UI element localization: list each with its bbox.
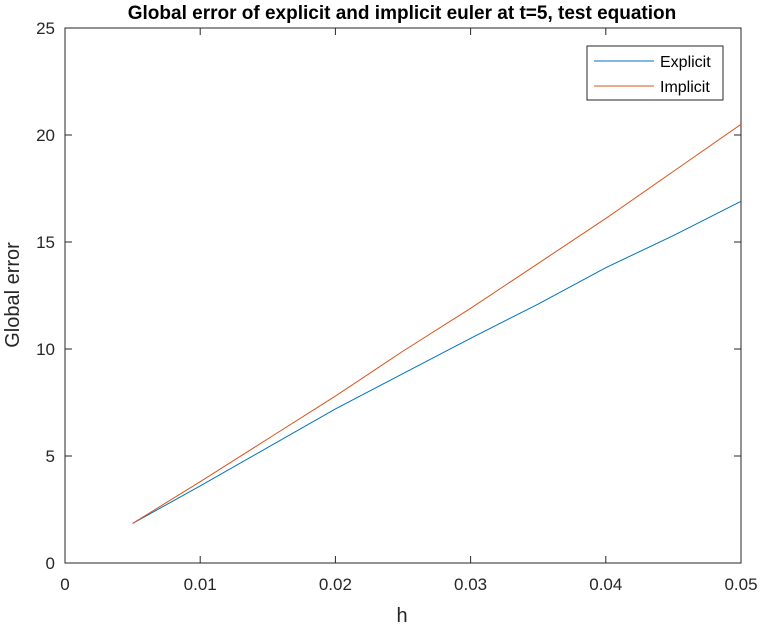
- series-line-explicit: [132, 200, 742, 524]
- plot-area: [64, 27, 742, 564]
- y-tick-label: 25: [36, 19, 55, 38]
- y-tick-label: 5: [46, 447, 55, 466]
- x-tick-label: 0.02: [319, 575, 352, 594]
- x-axis-ticks: 0 0.01 0.02 0.03 0.04 0.05: [60, 28, 758, 594]
- y-axis-title: Global error: [2, 242, 24, 348]
- x-tick-label: 0.04: [589, 575, 622, 594]
- legend: Explicit Implicit: [586, 45, 724, 101]
- series-line-implicit: [132, 123, 742, 524]
- chart-title: Global error of explicit and implicit eu…: [128, 3, 676, 24]
- series-lines: [132, 123, 742, 524]
- legend-label-implicit: Implicit: [660, 79, 710, 96]
- y-tick-label: 15: [36, 233, 55, 252]
- x-tick-label: 0.01: [184, 575, 217, 594]
- x-axis-title: h: [396, 605, 407, 625]
- x-tick-label: 0.03: [454, 575, 487, 594]
- y-tick-label: 20: [36, 126, 55, 145]
- x-tick-label: 0.05: [724, 575, 757, 594]
- y-tick-label: 0: [46, 554, 55, 573]
- legend-box: [586, 45, 724, 101]
- legend-label-explicit: Explicit: [660, 54, 711, 71]
- y-tick-label: 10: [36, 340, 55, 359]
- y-axis-ticks: 0 5 10 15 20 25: [36, 19, 741, 573]
- x-tick-label: 0: [60, 575, 69, 594]
